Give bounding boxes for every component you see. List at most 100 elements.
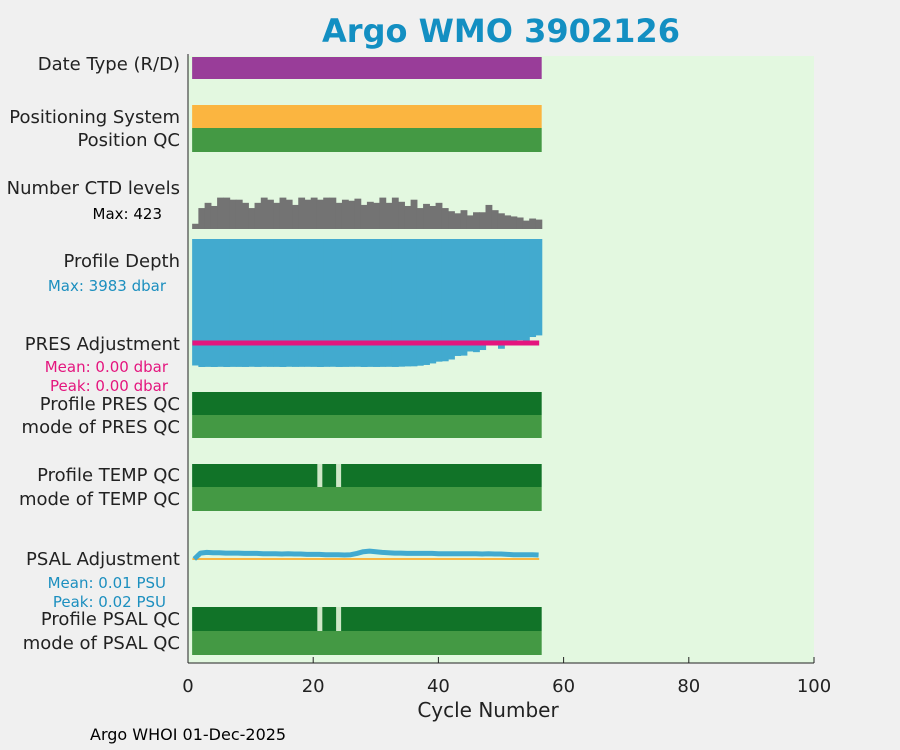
ctd-levels-bar [316,199,324,229]
profile-depth-bar [273,239,281,367]
profile-depth-bar [204,239,212,367]
profile-depth-bar [385,239,393,367]
profile-depth-bar [192,239,199,366]
ctd-levels-bar [348,200,356,229]
label-ctd-max: Max: 423 [93,205,162,223]
profile-depth-bar [341,239,349,367]
ctd-levels-bar [204,202,212,229]
ctd-levels-bar [310,197,318,229]
profile-depth-bar [292,239,299,367]
profile-depth-bar [366,239,374,367]
label-pres-adjustment: PRES Adjustment [25,334,180,355]
profile-temp-qc-bar [192,464,542,487]
profile-depth-bar [279,239,287,367]
ctd-levels-bar [304,199,312,229]
profile-depth-bar [217,239,224,367]
ctd-levels-bar [323,197,331,229]
profile-depth-bar [348,239,356,367]
ctd-levels-bar [329,197,337,229]
ctd-levels-bar [385,202,393,229]
qc-gap-marker-psal-1 [336,607,342,631]
label-date-type: Date Type (R/D) [38,54,180,75]
qc-gap-marker-temp-0 [317,464,323,487]
profile-depth-bar [479,239,487,351]
profile-depth-bar [516,239,524,341]
ctd-levels-bar [510,216,518,229]
ctd-levels-bar [360,204,368,229]
label-depth-max: Max: 3983 dbar [48,277,167,295]
footer-credit: Argo WHOI 01-Dec-2025 [90,725,287,744]
ctd-levels-bar [479,212,487,229]
profile-depth-bar [316,239,324,367]
profile-depth-bar [335,239,343,367]
ctd-levels-bar [466,215,474,229]
ctd-levels-bar [341,199,349,229]
ctd-levels-bar [398,201,405,229]
profile-depth-bar [485,239,493,346]
label-position-qc: Position QC [77,130,180,151]
label-profile-pres-qc: Profile PRES QC [40,394,180,415]
qc-gap-marker-temp-1 [336,464,342,487]
ctd-levels-bar [429,205,437,229]
ctd-levels-bar [210,205,218,229]
profile-depth-bar [354,239,362,367]
ctd-levels-bar [373,202,380,229]
profile-depth-bar [298,239,306,367]
profile-depth-bar [398,239,405,367]
profile-depth-bar [323,239,331,367]
mode-pres-qc-bar [192,415,542,438]
ctd-levels-bar [217,197,224,229]
profile-depth-bar [441,239,449,362]
label-mode-psal-qc: mode of PSAL QC [23,633,180,654]
positioning-system-bar [192,105,542,128]
profile-depth-bar [404,239,412,367]
label-pres-peak: Peak: 0.00 dbar [50,377,169,395]
ctd-levels-bar [516,217,524,229]
profile-depth-bar [497,239,505,349]
profile-depth-bar [423,239,430,365]
profile-depth-bar [373,239,380,367]
profile-depth-bar [360,239,368,367]
ctd-levels-bar [248,208,256,229]
x-tick-label: 60 [552,676,575,697]
ctd-levels-bar [416,208,424,229]
profile-depth-bar [242,239,249,367]
profile-depth-bar [329,239,337,367]
profile-depth-bar [391,239,399,367]
label-profile-psal-qc: Profile PSAL QC [41,609,180,630]
ctd-levels-bar [292,204,299,229]
ctd-levels-bar [235,199,243,229]
ctd-levels-bar [497,213,505,229]
psal-adjustment-line [192,548,539,561]
profile-depth-bar [254,239,262,367]
profile-psal-qc-bar [192,607,542,631]
profile-depth-bar [460,239,468,356]
profile-depth-bar [529,239,537,338]
label-psal-mean: Mean: 0.01 PSU [48,574,166,592]
ctd-levels-bar [273,202,281,229]
label-pres-mean: Mean: 0.00 dbar [45,358,169,376]
ctd-levels-bar [410,199,418,229]
x-tick-label: 40 [427,676,450,697]
profile-depth-bar [223,239,231,367]
label-mode-pres-qc: mode of PRES QC [22,417,180,438]
ctd-levels-bar [535,219,543,229]
x-tick-label: 80 [677,676,700,697]
profile-depth-bar [416,239,424,366]
mode-psal-qc-bar [192,631,542,655]
label-positioning-system: Positioning System [9,107,180,128]
profile-depth-bar [454,239,462,356]
date-type-bar [192,57,542,79]
profile-depth-bar [435,239,443,362]
profile-depth-bar [248,239,256,367]
ctd-levels-bar [354,198,362,229]
profile-depth-bar [210,239,218,367]
profile-depth-bar [491,239,499,346]
ctd-levels-bar [285,199,293,229]
profile-depth-bar [304,239,312,367]
label-profile-depth: Profile Depth [63,251,180,272]
profile-depth-bar [535,239,543,336]
ctd-levels-bar [192,223,199,229]
profile-depth-bar [379,239,387,367]
ctd-levels-bar [335,202,343,229]
